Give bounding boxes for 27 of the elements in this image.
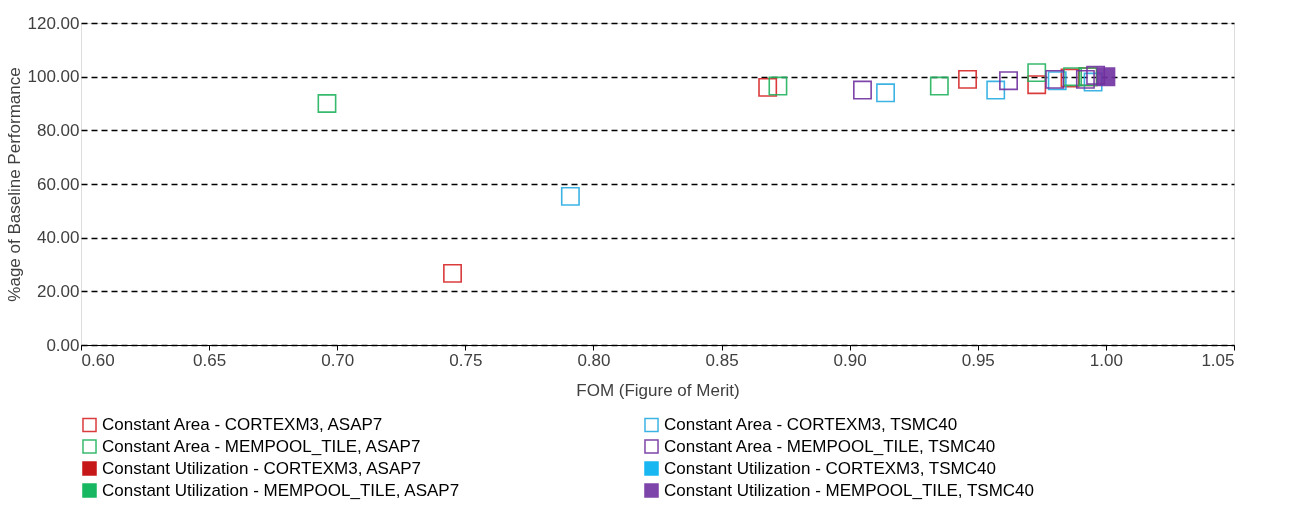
x-tick-label: 0.70 [321, 350, 355, 370]
legend-label: Constant Utilization - MEMPOOL_TILE, TSMC40 [664, 480, 1035, 500]
x-tick-label: 1.05 [1201, 350, 1235, 370]
x-tick-label: 0.85 [705, 350, 739, 370]
y-tick-label: 40.00 [36, 228, 80, 248]
y-tick-label: 120.00 [27, 13, 80, 33]
legend-label: Constant Utilization - CORTEXM3, ASAP7 [102, 458, 422, 478]
x-tick-label: 0.60 [81, 350, 115, 370]
legend-label: Constant Area - CORTEXM3, ASAP7 [102, 414, 383, 434]
x-tick-label: 0.80 [577, 350, 611, 370]
x-tick-label: 0.75 [449, 350, 483, 370]
legend-label: Constant Utilization - CORTEXM3, TSMC40 [664, 458, 996, 478]
y-tick-label: 20.00 [36, 281, 80, 301]
legend-label: Constant Area - MEMPOOL_TILE, TSMC40 [664, 436, 996, 456]
x-axis-title: FOM (Figure of Merit) [576, 380, 740, 400]
legend-label: Constant Utilization - MEMPOOL_TILE, ASAP7 [102, 480, 460, 500]
x-tick-label: 0.65 [193, 350, 227, 370]
legend-label: Constant Area - MEMPOOL_TILE, ASAP7 [102, 436, 421, 456]
y-axis-title: %age of Baseline Performance [4, 67, 24, 302]
x-tick-label: 0.90 [833, 350, 867, 370]
y-tick-label: 60.00 [36, 174, 80, 194]
x-tick-label: 1.00 [1089, 350, 1123, 370]
y-tick-label: 0.00 [46, 335, 80, 355]
y-tick-label: 80.00 [36, 120, 80, 140]
y-tick-label: 100.00 [27, 67, 80, 87]
legend-label: Constant Area - CORTEXM3, TSMC40 [664, 414, 958, 434]
x-tick-label: 0.95 [961, 350, 995, 370]
